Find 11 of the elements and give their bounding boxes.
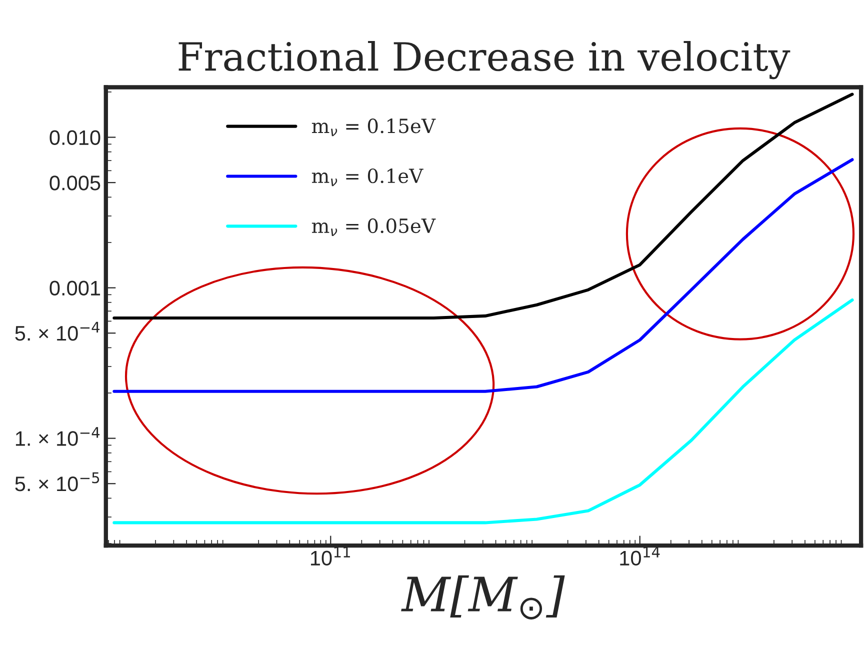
legend-label: m$_{ν}$ = 0.15eV	[312, 118, 436, 136]
legend-label: m$_{ν}$ = 0.05eV	[312, 218, 436, 236]
legend-label: m$_{ν}$ = 0.1eV	[312, 168, 424, 186]
y-tick-label: 0.005	[50, 176, 100, 190]
y-tick-label: 0.010	[50, 130, 100, 146]
y-tick-label: 0.001	[50, 280, 100, 296]
y-tick-label: 1. × 10$^{−4}$	[16, 427, 100, 446]
y-tick-label: 5. × 10$^{−4}$	[15, 322, 100, 341]
chart-title: Fractional Decrease in velocity	[178, 41, 790, 80]
y-tick-label: 5. × 10$^{−5}$	[15, 472, 100, 492]
x-axis-title: M[M$_{⊙}$]	[401, 575, 565, 620]
